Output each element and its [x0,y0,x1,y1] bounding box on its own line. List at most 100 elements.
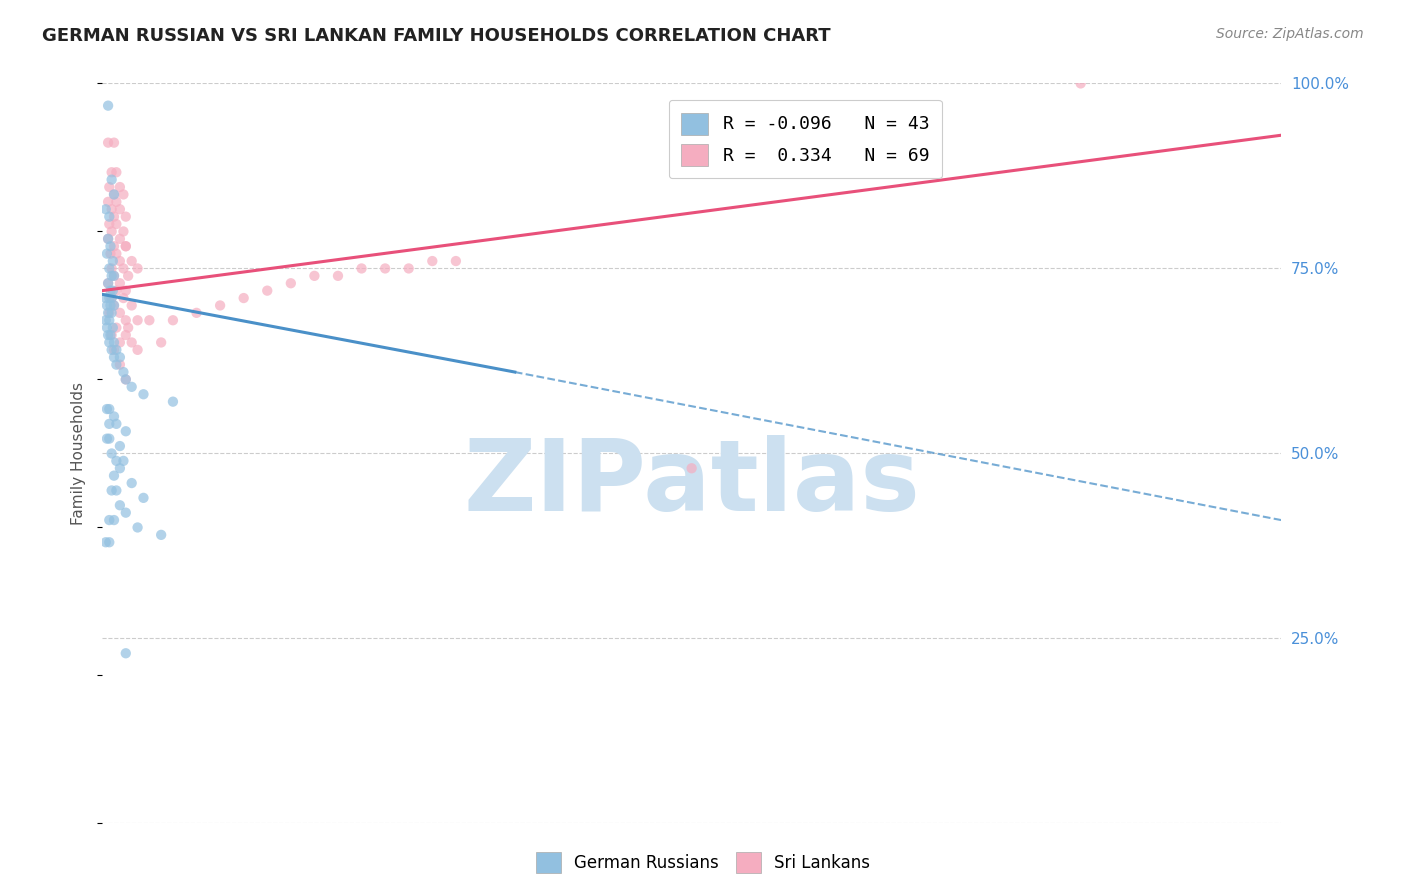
Point [209,298,232,312]
Point [105,320,128,334]
Point [100,328,122,343]
Point [98,313,121,327]
Point [98,417,121,431]
Point [96,320,118,334]
Point [98,210,121,224]
Point [100,291,122,305]
Text: Source: ZipAtlas.com: Source: ZipAtlas.com [1216,27,1364,41]
Point [97,306,120,320]
Point [100,261,122,276]
Point [103,298,125,312]
Point [103,298,125,312]
Point [112,454,135,468]
Point [326,268,349,283]
Point [108,202,131,217]
Point [105,454,128,468]
Point [100,246,122,260]
Point [114,328,136,343]
Point [100,202,122,217]
Point [112,187,135,202]
Point [98,217,121,231]
Point [96,298,118,312]
Point [112,291,135,305]
Point [100,446,122,460]
Legend: R = -0.096   N = 43, R =  0.334   N = 69: R = -0.096 N = 43, R = 0.334 N = 69 [668,100,942,178]
Point [108,277,131,291]
Point [121,476,143,491]
Point [127,520,149,534]
Point [108,358,131,372]
Point [97,328,120,343]
Point [105,217,128,231]
Point [114,239,136,253]
Point [186,306,208,320]
Point [114,210,136,224]
Point [304,268,326,283]
Point [100,284,122,298]
Point [420,254,443,268]
Point [114,313,136,327]
Point [101,284,124,298]
Point [162,313,184,327]
Point [100,343,122,357]
Point [97,194,120,209]
Point [114,239,136,253]
Point [94,202,117,217]
Point [105,246,128,260]
Point [103,239,125,253]
Point [103,468,125,483]
Point [103,513,125,527]
Point [98,180,121,194]
Point [256,284,278,298]
Point [98,306,121,320]
Point [103,335,125,350]
Point [114,372,136,386]
Point [150,335,173,350]
Point [97,277,120,291]
Point [112,261,135,276]
Point [114,284,136,298]
Point [112,224,135,238]
Point [103,187,125,202]
Text: ZIPatlas: ZIPatlas [463,434,920,532]
Point [105,284,128,298]
Point [132,491,155,505]
Point [103,210,125,224]
Point [117,268,139,283]
Point [98,535,121,549]
Y-axis label: Family Households: Family Households [72,382,86,525]
Point [398,261,420,276]
Point [121,254,143,268]
Point [97,232,120,246]
Point [127,261,149,276]
Point [105,343,128,357]
Point [162,394,184,409]
Legend: German Russians, Sri Lankans: German Russians, Sri Lankans [529,846,877,880]
Point [103,268,125,283]
Point [108,439,131,453]
Point [100,268,122,283]
Point [105,483,128,498]
Point [127,313,149,327]
Point [100,224,122,238]
Point [97,277,120,291]
Point [108,335,131,350]
Point [444,254,467,268]
Point [98,291,121,305]
Point [108,351,131,365]
Point [681,461,703,475]
Point [100,298,122,312]
Point [374,261,396,276]
Point [232,291,254,305]
Point [108,498,131,512]
Point [132,387,155,401]
Point [114,424,136,438]
Point [103,343,125,357]
Point [94,313,117,327]
Point [112,365,135,379]
Point [114,506,136,520]
Point [96,402,118,417]
Point [280,277,302,291]
Point [105,417,128,431]
Point [96,246,118,260]
